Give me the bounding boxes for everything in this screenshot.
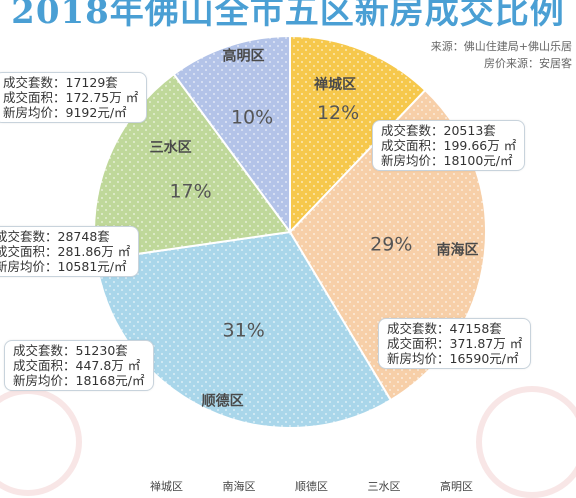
- info-box-shunde: 成交套数：51230套 成交面积：447.8万 ㎡ 新房均价：18168元/㎡: [4, 340, 154, 391]
- legend-item: 南海区: [222, 480, 256, 493]
- legend-item: 高明区: [440, 480, 473, 493]
- slice-name-label: 高明区: [223, 47, 265, 64]
- slice-percent-label: 17%: [169, 180, 211, 202]
- slice-percent-label: 29%: [370, 233, 412, 255]
- info-box-sanshui: 成交套数：28748套 成交面积：281.86万 ㎡ 新房均价：10581元/㎡: [0, 226, 140, 277]
- slice-name-label: 顺德区: [202, 393, 244, 410]
- pie-slice-texture: [173, 36, 290, 232]
- slice-name-label: 南海区: [437, 242, 479, 259]
- slice-percent-label: 31%: [223, 319, 265, 341]
- legend-item: 顺德区: [295, 480, 328, 493]
- source-line-2: 房价来源：安居客: [484, 57, 572, 70]
- info-box-nanhai: 成交套数：47158套 成交面积：371.87万 ㎡ 新房均价：16590元/㎡: [378, 318, 532, 369]
- info-box-chancheng: 成交套数：20513套 成交面积：199.66万 ㎡ 新房均价：18100元/㎡: [372, 120, 526, 171]
- pie-slice-texture: [290, 36, 426, 232]
- legend-item: 禅城区: [150, 480, 183, 493]
- page-title: 2018年佛山全市五区新房成交比例: [11, 0, 565, 32]
- legend: 禅城区 南海区 顺德区 三水区 高明区: [150, 478, 509, 494]
- slice-percent-label: 10%: [231, 107, 273, 129]
- source-line-1: 来源：佛山住建局+佛山乐居: [430, 40, 572, 53]
- pie-slice-texture: [95, 232, 391, 428]
- legend-item: 三水区: [367, 480, 401, 493]
- slice-percent-label: 12%: [317, 102, 359, 124]
- info-box-gaoming: 成交套数：17129套 成交面积：172.75万 ㎡ 新房均价：9192元/㎡: [0, 72, 148, 123]
- slice-name-label: 三水区: [150, 139, 192, 156]
- slice-name-label: 禅城区: [313, 76, 356, 93]
